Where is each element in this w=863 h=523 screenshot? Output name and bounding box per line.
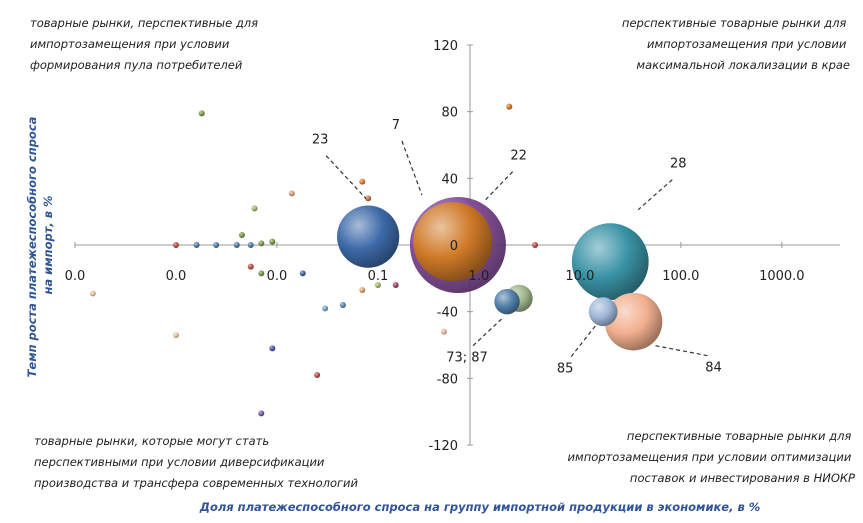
scatter-point [258, 240, 265, 247]
scatter-point [172, 242, 179, 248]
leader-line [637, 179, 673, 211]
scatter-point [314, 372, 321, 378]
scatter-point [269, 238, 276, 245]
leader-line [401, 140, 423, 196]
scatter-point [532, 242, 539, 248]
leader-line [655, 345, 708, 357]
x-tick-label: 0.0 [65, 269, 86, 284]
leader-line [485, 171, 514, 201]
scatter-point [233, 242, 240, 248]
bubble-23 [337, 205, 400, 268]
scatter-point [258, 270, 265, 277]
x-tick-label: 100.0 [662, 269, 699, 284]
quadrant-label-top-right: перспективные товарные рынки для импорто… [622, 16, 850, 72]
bubble-87 [494, 288, 520, 315]
x-tick-label: 10.0 [565, 269, 594, 284]
quadrant-label-bottom-right: перспективные товарные рынки для импорто… [568, 429, 856, 485]
y-tick-label: 0 [450, 239, 458, 254]
scatter-point [213, 242, 220, 248]
scatter-point [172, 332, 179, 338]
scatter-point [269, 345, 276, 352]
y-tick-label: 40 [441, 172, 458, 187]
scatter-point [359, 287, 366, 293]
y-tick-label: -120 [428, 439, 458, 454]
bubble-annotation: 84 [705, 361, 722, 376]
bubble-annotation: 28 [670, 157, 687, 172]
bubble-annotation: 22 [510, 149, 527, 164]
small-points [89, 103, 539, 417]
bubble-85 [588, 297, 618, 327]
scatter-point [247, 263, 254, 270]
bubble-annotation: 7 [392, 118, 400, 133]
bubble-22 [413, 202, 493, 282]
scatter-point [339, 302, 346, 308]
leader-line [325, 155, 367, 200]
y-tick-label: 80 [441, 106, 458, 121]
y-tick-label: 120 [433, 39, 458, 54]
scatter-point [251, 205, 258, 212]
scatter-point [392, 282, 399, 288]
scatter-point [440, 328, 447, 335]
bubble-annotation: 85 [557, 362, 574, 377]
y-tick-label: -80 [437, 372, 458, 387]
scatter-point [238, 232, 245, 238]
leader-line [570, 323, 598, 358]
bubbles [337, 197, 663, 351]
scatter-point [359, 178, 366, 185]
bubble-28 [571, 223, 649, 301]
quadrant-label-top-left: товарные рынки, перспективные для импорт… [30, 16, 262, 72]
bubble-annotation: 23 [312, 133, 329, 148]
scatter-point [322, 305, 329, 312]
x-tick-label: 0.0 [267, 269, 288, 284]
scatter-point [288, 190, 295, 197]
scatter-point [506, 103, 513, 110]
y-axis-title-line-1: Темп роста платежеспособного спроса [25, 116, 39, 377]
quadrant-label-bottom-left: товарные рынки, которые могут стать перс… [34, 434, 359, 490]
scatter-point [374, 282, 381, 288]
x-axis-title: Доля платежеспособного спроса на группу … [199, 500, 761, 514]
bubble-84 [604, 292, 663, 351]
x-tick-label: 0.0 [166, 269, 187, 284]
scatter-point [198, 110, 205, 117]
x-tick-label: 0.1 [368, 269, 389, 284]
scatter-point [365, 195, 372, 202]
y-tick-label: -40 [437, 306, 458, 321]
leader-lines [325, 140, 708, 358]
x-tick-label: 1.0 [469, 269, 490, 284]
scatter-point [258, 410, 265, 417]
scatter-point [193, 242, 200, 248]
scatter-point [89, 290, 96, 297]
y-axis-title-line-2: на импорт, в % [41, 195, 55, 294]
bubble-annotations: 23 7 22 28 73; 87 85 84 [312, 118, 722, 377]
y-axis-title: Темп роста платежеспособного спроса на и… [25, 113, 55, 378]
x-tick-label: 1000.0 [759, 269, 805, 284]
tick-labels: 0.0 0.0 0.0 0.1 1.0 10.0 100.0 1000.0 120 80 40 0 -4… [65, 39, 805, 454]
scatter-point [299, 270, 306, 277]
leader-line [472, 317, 504, 347]
scatter-point [247, 242, 254, 248]
bubble-annotation: 73; 87 [446, 351, 488, 366]
